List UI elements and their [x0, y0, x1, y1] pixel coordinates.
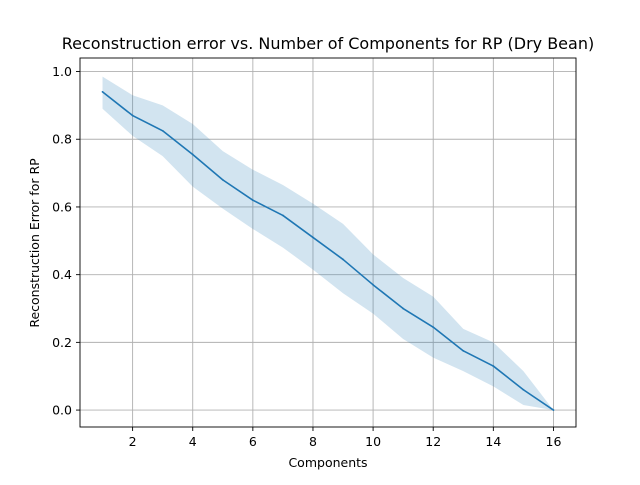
data-point	[342, 258, 344, 261]
plot-area-border	[79, 57, 577, 428]
series-line-segment	[282, 214, 314, 239]
data-point	[522, 388, 525, 391]
series-line-segment	[252, 199, 284, 217]
series-line-segment	[161, 129, 194, 156]
series-line-segment	[522, 388, 555, 411]
series-line-segment	[462, 350, 495, 367]
error-band-layer	[102, 76, 554, 411]
data-point	[492, 365, 495, 367]
x-tick-label: 12	[425, 434, 441, 449]
data-point	[552, 409, 555, 411]
data-point	[432, 326, 435, 328]
x-tick-label: 14	[485, 434, 501, 449]
error-band	[102, 76, 554, 411]
series-line-segment	[402, 307, 435, 328]
data-point	[252, 199, 254, 201]
y-axis-ticks: 0.0 0.2 0.4 0.6 0.8 1.0	[52, 64, 80, 418]
series-line-segment	[191, 153, 224, 181]
y-tick-label: 1.0	[52, 64, 72, 79]
series-line-segment	[131, 114, 164, 132]
data-point	[462, 350, 465, 352]
series-line-segment	[492, 365, 525, 391]
data-point	[312, 236, 314, 239]
y-axis-label: Reconstruction Error for RP	[27, 158, 42, 328]
y-tick-label: 0.2	[52, 335, 72, 350]
x-axis-ticks: 2 4 6 8 10 12 14 16	[129, 427, 562, 449]
series-line-segment	[432, 326, 465, 352]
x-tick-label: 10	[365, 434, 381, 449]
series-line-segment	[342, 258, 374, 286]
series-line-segment	[221, 179, 254, 201]
series-line-segment	[372, 284, 404, 310]
data-point	[161, 129, 164, 132]
data-point	[131, 114, 134, 117]
x-tick-label: 16	[546, 434, 562, 449]
x-tick-label: 6	[249, 434, 257, 449]
data-point	[372, 284, 374, 286]
data-point	[191, 153, 194, 156]
data-point	[101, 91, 104, 93]
x-tick-label: 4	[189, 434, 197, 449]
axes-frame	[79, 57, 577, 428]
data-point	[221, 179, 224, 181]
chart-title: Reconstruction error vs. Number of Compo…	[62, 34, 594, 53]
grid-lines	[80, 58, 576, 427]
x-tick-label: 2	[129, 434, 137, 449]
data-point	[402, 307, 404, 310]
y-tick-label: 0.8	[52, 132, 72, 147]
series-line-segment	[101, 91, 134, 117]
y-tick-label: 0.6	[52, 199, 72, 214]
series-line-layer	[101, 91, 555, 411]
x-tick-label: 8	[309, 434, 317, 449]
y-tick-label: 0.4	[52, 267, 72, 282]
series-line-segment	[312, 236, 344, 261]
y-tick-label: 0.0	[52, 403, 72, 418]
x-axis-label: Components	[288, 455, 367, 470]
data-point	[282, 214, 284, 217]
